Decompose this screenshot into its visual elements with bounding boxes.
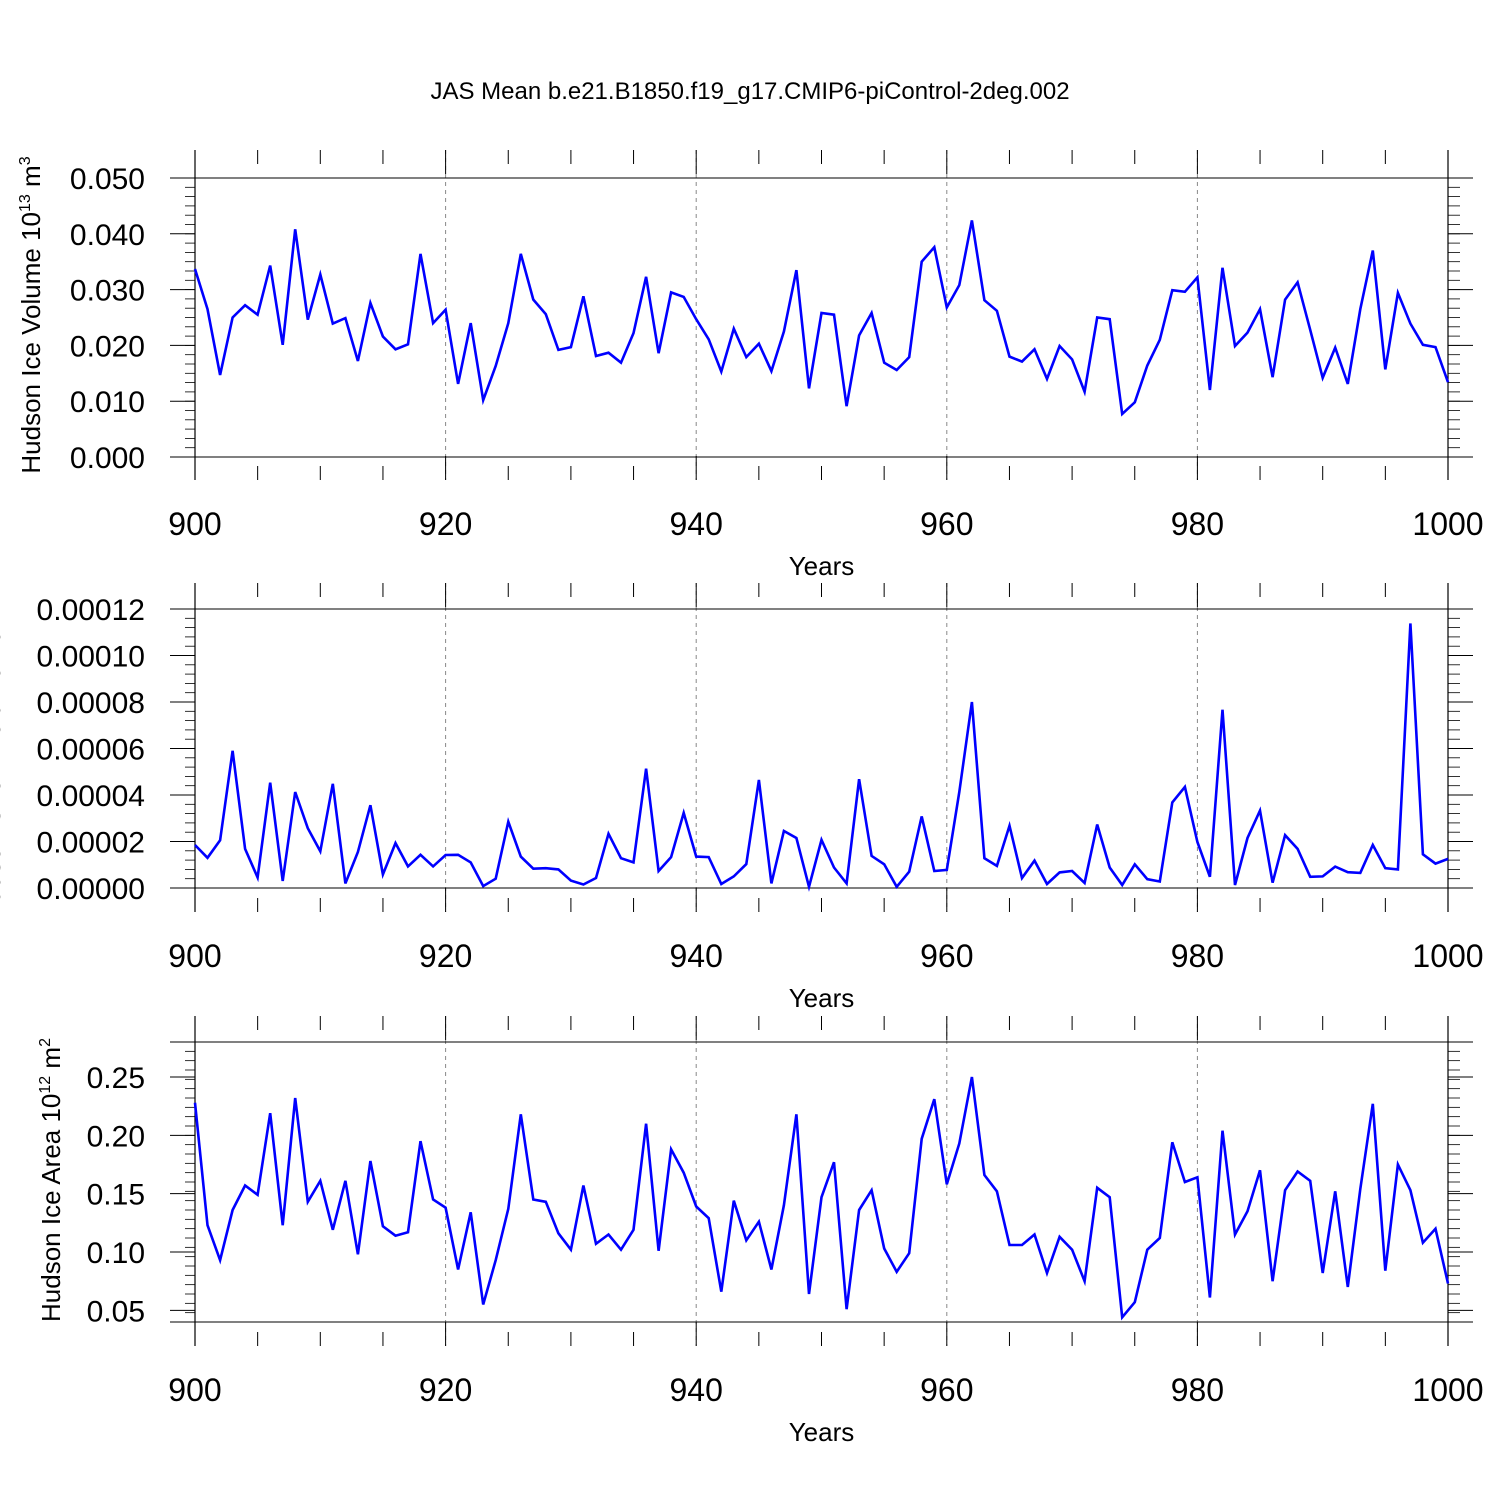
y-tick-label: 0.00002 — [37, 827, 145, 860]
y-tick-label: 0.25 — [87, 1062, 145, 1095]
series-line — [194, 623, 1449, 892]
x-tick-label: 980 — [1171, 1372, 1224, 1408]
x-tick-label: 940 — [670, 1372, 723, 1408]
y-tick-label: 0.010 — [70, 386, 145, 419]
x-tick-label: 900 — [168, 506, 221, 542]
y-tick-label: 0.10 — [87, 1237, 145, 1270]
y-axis-label: Hudson Ice Area 1012 m2 — [36, 1038, 66, 1322]
x-tick-label: 940 — [670, 938, 723, 974]
y-axis-label: Hudson Ice Volume 1013 m3 — [16, 156, 46, 473]
y-tick-label: 0.030 — [70, 275, 145, 308]
x-axis-label: Years — [789, 983, 855, 1013]
x-tick-label: 1000 — [1412, 506, 1483, 542]
y-tick-label: 0.05 — [87, 1295, 145, 1328]
x-tick-label: 960 — [920, 506, 973, 542]
chart-title: JAS Mean b.e21.B1850.f19_g17.CMIP6-piCon… — [430, 78, 1070, 105]
y-tick-label: 0.040 — [70, 219, 145, 252]
y-tick-label: 0.20 — [87, 1120, 145, 1153]
x-tick-label: 1000 — [1412, 938, 1483, 974]
x-tick-label: 900 — [168, 938, 221, 974]
y-tick-label: 0.050 — [70, 163, 145, 196]
y-tick-label: 0.020 — [70, 330, 145, 363]
y-axis-label: Hudson Snow Volume 1013 m3 — [0, 574, 6, 922]
x-tick-label: 980 — [1171, 938, 1224, 974]
x-tick-label: 960 — [920, 1372, 973, 1408]
x-tick-label: 920 — [419, 506, 472, 542]
x-tick-label: 920 — [419, 938, 472, 974]
y-tick-label: 0.00004 — [37, 780, 145, 813]
y-tick-label: 0.00010 — [37, 641, 145, 674]
ice-volume-panel: 0.000 0.010 0.020 0.030 0.040 0.050 900 920 940 9… — [16, 150, 1484, 581]
x-tick-label: 920 — [419, 1372, 472, 1408]
series-line — [193, 1076, 1450, 1321]
x-tick-label: 940 — [670, 506, 723, 542]
x-tick-label: 960 — [920, 938, 973, 974]
x-tick-label: 1000 — [1412, 1372, 1483, 1408]
y-tick-label: 0.00006 — [37, 734, 145, 767]
ice-area-panel: 0.05 0.10 0.15 0.20 0.25 900 920 940 960 980 1000 Y… — [36, 1016, 1484, 1447]
x-axis-label: Years — [789, 551, 855, 581]
series-line — [193, 220, 1450, 417]
x-axis-label: Years — [789, 1417, 855, 1447]
y-tick-label: 0.000 — [70, 442, 145, 475]
y-tick-label: 0.15 — [87, 1179, 145, 1212]
snow-volume-panel: 0.00000 0.00002 0.00004 0.00006 0.00008 0.000… — [0, 574, 1484, 1013]
x-tick-label: 980 — [1171, 506, 1224, 542]
x-tick-label: 900 — [168, 1372, 221, 1408]
y-tick-label: 0.00012 — [37, 594, 145, 627]
y-tick-label: 0.00008 — [37, 687, 145, 720]
y-tick-label: 0.00000 — [37, 873, 145, 906]
